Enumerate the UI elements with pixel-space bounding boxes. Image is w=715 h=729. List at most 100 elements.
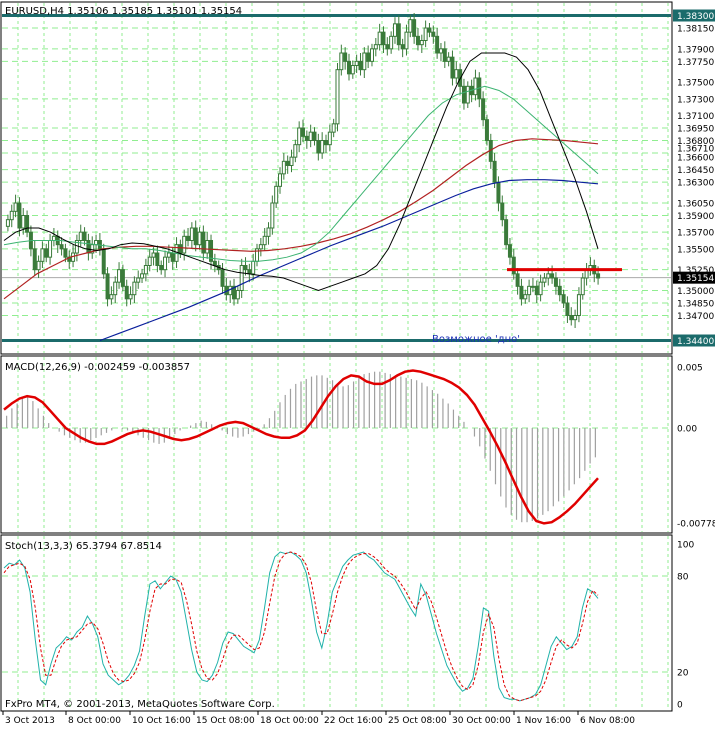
- candle-body: [232, 285, 237, 300]
- candle-body: [251, 260, 256, 275]
- candle-body: [415, 35, 420, 46]
- candle-body: [59, 244, 64, 250]
- candle-body: [396, 23, 401, 46]
- candle-body: [128, 294, 133, 300]
- candle-body: [235, 290, 240, 300]
- price-axis-label: 1.38150: [677, 25, 714, 35]
- candle-body: [212, 260, 217, 267]
- candle-body: [178, 244, 183, 254]
- candle-body: [78, 231, 83, 242]
- candle-body: [293, 144, 298, 158]
- time-axis-label: 10 Oct 16:00: [132, 716, 191, 726]
- candle-body: [392, 23, 397, 37]
- candle-body: [304, 135, 309, 141]
- candle-body: [473, 77, 478, 96]
- candle-body: [553, 277, 558, 287]
- price-axis-label: 1.37900: [677, 45, 714, 55]
- copyright-text: FxPro MT4, © 2001-2013, MetaQuotes Softw…: [5, 699, 275, 710]
- candle-body: [534, 285, 539, 296]
- candle-body: [151, 252, 156, 258]
- candle-body: [561, 294, 566, 304]
- candle-body: [186, 235, 191, 241]
- price-axis-label: 1.35250: [677, 266, 714, 276]
- main-panel: [0, 1, 673, 355]
- candle-body: [481, 98, 486, 121]
- candle-body: [182, 235, 187, 254]
- ma-green-line: [3, 85, 599, 262]
- macd-axis-label: 0.005: [677, 363, 703, 373]
- candle-body: [461, 85, 466, 104]
- price-axis-label: 1.35154: [677, 274, 714, 284]
- main-header: EURUSD,H4 1.35106 1.35185 1.35101 1.3515…: [5, 6, 242, 17]
- candle-body: [109, 294, 114, 300]
- candle-body: [358, 60, 363, 71]
- candle-body: [496, 181, 501, 204]
- bottom-annotation: Возможное 'дно': [432, 334, 520, 345]
- candle-body: [147, 256, 152, 266]
- candle-body: [316, 140, 321, 154]
- price-label-box: [673, 271, 715, 284]
- candle-body: [538, 281, 543, 296]
- candle-body: [258, 244, 263, 250]
- candle-body: [465, 85, 470, 104]
- candle-body: [5, 219, 10, 227]
- time-axis-label: 30 Oct 00:00: [452, 716, 511, 726]
- candle-body: [335, 69, 340, 125]
- candle-body: [86, 240, 91, 254]
- candle-body: [159, 265, 164, 271]
- candle-body: [239, 265, 244, 291]
- candle-body: [327, 131, 332, 146]
- candle-body: [189, 227, 194, 241]
- price-axis-label: 1.34850: [677, 300, 714, 310]
- price-axis-label: 1.36050: [677, 200, 714, 210]
- price-axis-label: 1.37300: [677, 95, 714, 105]
- price-axis-label: 1.35000: [677, 287, 714, 297]
- candle-body: [82, 231, 87, 242]
- candle-body: [266, 227, 271, 237]
- candle-body: [117, 269, 122, 283]
- candle-body: [205, 240, 210, 254]
- candle-body: [573, 315, 578, 321]
- candle-body: [105, 273, 110, 300]
- candle-body: [557, 285, 562, 296]
- stoch-header: Stoch(13,3,3) 65.3794 67.8514: [5, 541, 162, 552]
- candle-body: [278, 173, 283, 187]
- macd-panel: [0, 355, 673, 534]
- candle-body: [412, 19, 417, 37]
- candle-body: [492, 160, 497, 183]
- time-axis-label: 15 Oct 08:00: [196, 716, 255, 726]
- candle-body: [25, 215, 30, 233]
- candle-body: [576, 294, 581, 316]
- ma-red-line: [3, 138, 599, 300]
- candle-body: [285, 160, 290, 166]
- ma-black-line: [3, 52, 599, 292]
- candle-body: [281, 160, 286, 175]
- candle-body: [9, 210, 14, 221]
- price-axis-label: 1.35700: [677, 229, 714, 239]
- candle-body: [350, 65, 355, 75]
- price-axis-label: 1.37750: [677, 58, 714, 68]
- candle-body: [546, 273, 551, 279]
- price-axis-label: 1.36950: [677, 125, 714, 135]
- stoch-axis-label: 0: [677, 701, 683, 711]
- candle-body: [17, 202, 22, 229]
- candle-body: [197, 231, 202, 246]
- candle-body: [120, 269, 125, 287]
- macd-axis-label: -0.00778: [677, 520, 715, 530]
- candle-body: [13, 202, 18, 212]
- candle-body: [308, 131, 313, 142]
- candle-body: [132, 281, 137, 296]
- candle-body: [170, 252, 175, 262]
- stoch-main-line: [3, 551, 599, 702]
- stoch-signal-line: [3, 551, 599, 702]
- candle-body: [580, 277, 585, 296]
- candle-body: [143, 265, 148, 275]
- price-axis-label: 1.36300: [677, 179, 714, 189]
- price-label-box: [673, 334, 715, 347]
- candle-body: [446, 56, 451, 62]
- candle-body: [48, 240, 53, 258]
- price-axis-label: 1.36450: [677, 166, 714, 176]
- candle-body: [431, 31, 436, 37]
- candle-body: [136, 277, 141, 283]
- candle-body: [312, 131, 317, 142]
